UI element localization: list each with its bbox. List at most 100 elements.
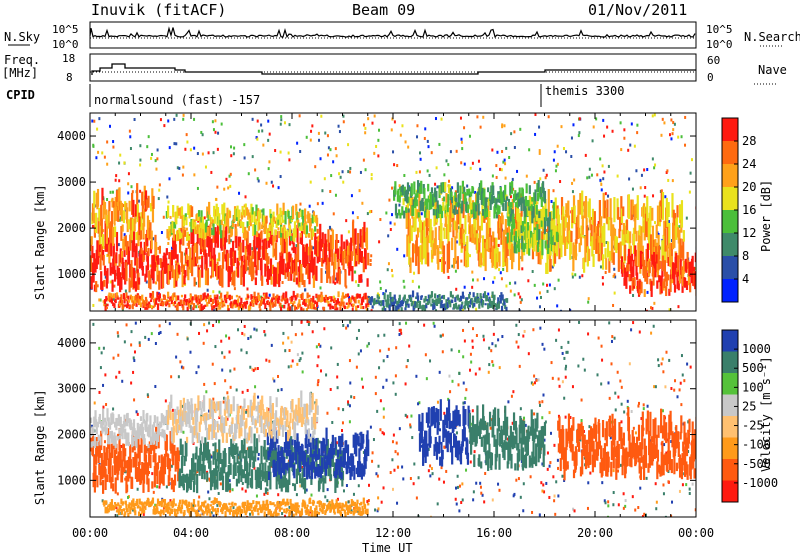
power-cell bbox=[147, 247, 150, 257]
velocity-cell bbox=[339, 456, 343, 467]
power-cell bbox=[419, 305, 422, 309]
velocity-cell bbox=[418, 433, 422, 452]
velocity-speck bbox=[391, 440, 394, 444]
power-cell bbox=[501, 294, 504, 301]
nsky-label: N.Sky bbox=[4, 30, 40, 44]
power-cell bbox=[217, 265, 220, 279]
power-cell bbox=[195, 214, 198, 222]
power-cell bbox=[487, 187, 490, 193]
power-speck bbox=[139, 144, 142, 148]
velocity-speck bbox=[282, 331, 285, 335]
power-cell bbox=[312, 295, 315, 303]
velocity-cell bbox=[298, 452, 301, 469]
power-cell bbox=[416, 180, 420, 193]
power-speck bbox=[390, 268, 393, 272]
power-cell bbox=[349, 255, 352, 272]
power-cell bbox=[245, 256, 248, 272]
velocity-speck bbox=[379, 399, 382, 403]
power-cell bbox=[128, 200, 131, 212]
velocity-speck bbox=[664, 515, 667, 517]
power-cell bbox=[149, 299, 153, 303]
power-cell bbox=[326, 296, 329, 301]
power-cell bbox=[529, 198, 533, 207]
velocity-speck bbox=[394, 392, 397, 396]
power-cell bbox=[338, 268, 341, 285]
power-cell bbox=[261, 224, 264, 230]
velocity-cell bbox=[353, 443, 357, 455]
power-cell bbox=[233, 270, 236, 287]
power-cell bbox=[604, 248, 607, 259]
power-cell bbox=[408, 235, 411, 265]
power-cell bbox=[307, 233, 310, 238]
power-cell bbox=[514, 190, 517, 200]
velocity-speck bbox=[612, 469, 615, 473]
power-cell bbox=[385, 299, 388, 307]
velocity-cell bbox=[136, 467, 139, 479]
power-cell bbox=[336, 307, 339, 311]
power-cell bbox=[297, 212, 300, 218]
power-speck bbox=[298, 114, 301, 118]
power-ytick-label: 4000 bbox=[57, 129, 86, 143]
power-speck bbox=[565, 150, 568, 154]
velocity-cell bbox=[131, 426, 134, 436]
power-speck bbox=[329, 189, 332, 193]
power-speck bbox=[539, 295, 542, 299]
velocity-speck bbox=[637, 506, 640, 510]
power-cell bbox=[335, 300, 338, 305]
velocity-speck bbox=[376, 474, 379, 478]
velocity-speck bbox=[249, 512, 252, 516]
power-cell bbox=[199, 220, 203, 229]
power-cell bbox=[137, 277, 141, 285]
power-speck bbox=[201, 133, 204, 137]
power-cell bbox=[320, 268, 323, 283]
velocity-cell bbox=[288, 466, 291, 485]
velocity-speck bbox=[676, 395, 679, 399]
power-speck bbox=[536, 296, 539, 300]
power-speck bbox=[463, 162, 466, 166]
power-cell bbox=[196, 296, 199, 304]
power-cell bbox=[267, 256, 270, 265]
power-cell bbox=[268, 224, 271, 232]
power-speck bbox=[474, 190, 477, 194]
power-cell bbox=[449, 291, 453, 298]
power-cell bbox=[160, 258, 163, 269]
velocity-cell bbox=[101, 408, 105, 422]
power-cell bbox=[427, 294, 430, 299]
power-cell bbox=[642, 205, 645, 233]
velocity-speck bbox=[222, 400, 225, 404]
velocity-speck bbox=[544, 420, 547, 424]
velocity-speck bbox=[396, 501, 399, 505]
velocity-cell bbox=[338, 435, 341, 447]
velocity-cell bbox=[463, 427, 466, 442]
velocity-speck bbox=[612, 491, 615, 495]
power-cell bbox=[481, 195, 484, 223]
power-speck bbox=[595, 117, 598, 121]
velocity-speck bbox=[456, 485, 459, 489]
power-cell bbox=[186, 306, 189, 311]
velocity-speck bbox=[667, 480, 670, 484]
power-cell bbox=[182, 306, 185, 311]
power-cell bbox=[300, 264, 303, 283]
power-speck bbox=[129, 147, 132, 151]
power-cell bbox=[432, 243, 435, 256]
velocity-speck bbox=[355, 365, 358, 369]
power-cell bbox=[255, 265, 258, 276]
velocity-cell bbox=[333, 471, 336, 478]
power-cell bbox=[231, 272, 234, 286]
velocity-cell bbox=[485, 451, 488, 466]
power-speck bbox=[168, 146, 171, 150]
power-speck bbox=[500, 277, 503, 281]
velocity-speck bbox=[347, 400, 350, 404]
power-cell bbox=[192, 225, 195, 249]
power-speck bbox=[338, 172, 341, 176]
power-speck bbox=[166, 195, 169, 199]
power-cell bbox=[652, 270, 655, 286]
power-cell bbox=[301, 209, 304, 220]
power-cell bbox=[93, 190, 96, 208]
power-speck bbox=[106, 198, 109, 202]
velocity-speck bbox=[372, 438, 375, 442]
power-cell bbox=[152, 195, 155, 209]
power-cell bbox=[426, 235, 429, 265]
velocity-speck bbox=[374, 392, 377, 396]
power-speck bbox=[668, 133, 671, 137]
